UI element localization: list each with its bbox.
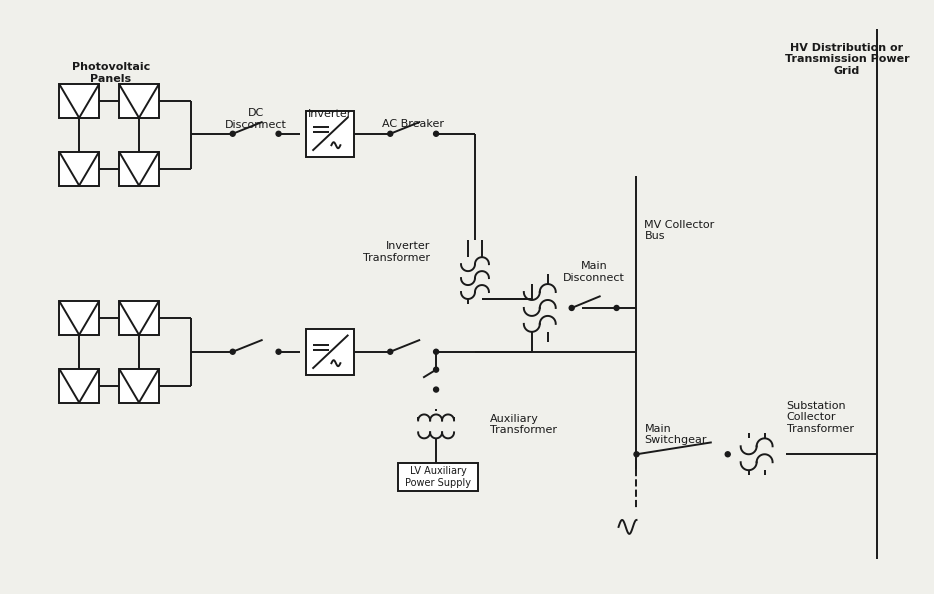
- Text: HV Distribution or
Transmission Power
Grid: HV Distribution or Transmission Power Gr…: [785, 43, 909, 75]
- Bar: [119, 369, 159, 403]
- Circle shape: [433, 387, 439, 392]
- Circle shape: [433, 131, 439, 136]
- Bar: [119, 151, 159, 185]
- Text: Auxiliary
Transformer: Auxiliary Transformer: [490, 413, 557, 435]
- Bar: [306, 329, 354, 375]
- Bar: [119, 301, 159, 335]
- Text: Inverter
Transformer: Inverter Transformer: [363, 241, 431, 263]
- Circle shape: [614, 305, 619, 311]
- Text: MV Collector
Bus: MV Collector Bus: [644, 220, 715, 241]
- Circle shape: [725, 452, 730, 457]
- Text: LV Auxiliary
Power Supply: LV Auxiliary Power Supply: [405, 466, 471, 488]
- Text: AC Breaker: AC Breaker: [382, 119, 445, 129]
- Circle shape: [388, 349, 392, 354]
- Text: Inverter: Inverter: [308, 109, 353, 119]
- Circle shape: [230, 131, 235, 136]
- Circle shape: [230, 349, 235, 354]
- Circle shape: [433, 367, 439, 372]
- Text: Main
Disconnect: Main Disconnect: [563, 261, 625, 283]
- Bar: [306, 111, 354, 157]
- Text: DC
Disconnect: DC Disconnect: [225, 108, 287, 129]
- Bar: [59, 151, 99, 185]
- Text: Main
Switchgear: Main Switchgear: [644, 424, 707, 445]
- Bar: [59, 369, 99, 403]
- Bar: [398, 463, 478, 491]
- Circle shape: [433, 349, 439, 354]
- Circle shape: [634, 452, 639, 457]
- Text: Photovoltaic
Panels: Photovoltaic Panels: [72, 62, 150, 84]
- Text: Substation
Collector
Transformer: Substation Collector Transformer: [786, 401, 854, 434]
- Circle shape: [388, 131, 392, 136]
- Bar: [59, 84, 99, 118]
- Circle shape: [276, 349, 281, 354]
- Bar: [59, 301, 99, 335]
- Circle shape: [569, 305, 574, 311]
- Circle shape: [276, 131, 281, 136]
- Bar: [119, 84, 159, 118]
